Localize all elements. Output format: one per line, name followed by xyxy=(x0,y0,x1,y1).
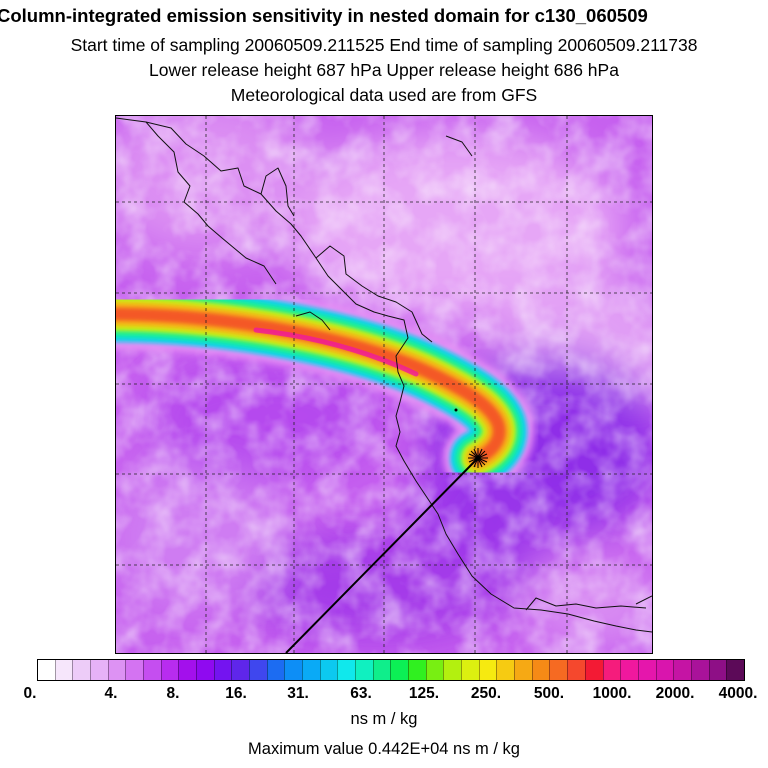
colorbar-tick-label: 31. xyxy=(287,685,309,702)
colorbar-swatch xyxy=(726,660,744,680)
colorbar-swatch xyxy=(302,660,320,680)
colorbar-swatch xyxy=(337,660,356,680)
colorbar-swatch xyxy=(584,660,603,680)
colorbar-swatch xyxy=(372,660,391,680)
flight-track-line xyxy=(285,457,479,653)
colorbar-swatch xyxy=(531,660,550,680)
plot-title: Column-integrated emission sensitivity i… xyxy=(0,5,648,26)
colorbar-swatch xyxy=(266,660,285,680)
release-point-marker xyxy=(468,448,488,468)
colorbar-swatch xyxy=(125,660,144,680)
colorbar-swatch xyxy=(196,660,214,680)
colorbar-swatch xyxy=(178,660,197,680)
colorbar-swatch xyxy=(143,660,161,680)
colorbar-swatch xyxy=(355,660,373,680)
colorbar-swatch xyxy=(602,660,621,680)
colorbar-tick-label: 500. xyxy=(533,685,565,702)
colorbar-tick-label: 8. xyxy=(166,685,180,702)
colorbar-swatch xyxy=(231,660,250,680)
colorbar-swatch xyxy=(90,660,108,680)
colorbar-swatch xyxy=(708,660,727,680)
colorbar xyxy=(37,659,745,681)
colorbar-swatch xyxy=(478,660,497,680)
colorbar-swatch xyxy=(249,660,267,680)
colorbar-swatch xyxy=(107,660,126,680)
colorbar-tick-label: 2000. xyxy=(655,685,695,702)
colorbar-tick-label: 16. xyxy=(225,685,247,702)
colorbar-tick-label: 63. xyxy=(350,685,372,702)
map-canvas xyxy=(116,116,652,653)
colorbar-swatch xyxy=(443,660,462,680)
colorbar-swatch xyxy=(160,660,179,680)
colorbar-tick-label: 4000. xyxy=(718,685,758,702)
colorbar-tick-label: 1000. xyxy=(592,685,632,702)
colorbar-swatch xyxy=(461,660,479,680)
sampling-time-line: Start time of sampling 20060509.211525 E… xyxy=(70,35,698,55)
colorbar-swatch xyxy=(72,660,91,680)
colorbar-swatch xyxy=(38,660,55,680)
colorbar-swatch xyxy=(637,660,656,680)
coastlines xyxy=(116,117,652,633)
colorbar-swatch xyxy=(496,660,515,680)
colorbar-swatch xyxy=(408,660,426,680)
colorbar-swatch xyxy=(54,660,73,680)
colorbar-tick-label: 4. xyxy=(104,685,118,702)
colorbar-swatch xyxy=(319,660,338,680)
meteorological-data-line: Meteorological data used are from GFS xyxy=(230,85,538,105)
colorbar-tick-label: 0. xyxy=(23,685,37,702)
secondary-point xyxy=(454,408,458,412)
colorbar-swatch xyxy=(284,660,303,680)
colorbar-swatch xyxy=(425,660,444,680)
maximum-value-label: Maximum value 0.442E+04 ns m / kg xyxy=(248,740,520,758)
colorbar-swatch xyxy=(514,660,532,680)
colorbar-swatch xyxy=(620,660,638,680)
colorbar-swatch xyxy=(655,660,674,680)
colorbar-swatch xyxy=(213,660,232,680)
colorbar-swatch xyxy=(549,660,568,680)
colorbar-tick-label: 250. xyxy=(470,685,502,702)
colorbar-unit: ns m / kg xyxy=(350,710,418,728)
release-height-line: Lower release height 687 hPa Upper relea… xyxy=(149,60,619,80)
colorbar-tick-labels: 0. 4. 8. 16. 31. 63. 125. 250. 500. 1000. 2000. 400… xyxy=(0,685,768,705)
colorbar-swatch xyxy=(673,660,691,680)
colorbar-swatch xyxy=(390,660,409,680)
colorbar-swatch xyxy=(690,660,709,680)
lat-lon-grid xyxy=(116,116,652,653)
colorbar-tick-label: 125. xyxy=(408,685,440,702)
colorbar-swatch xyxy=(567,660,585,680)
sensitivity-map xyxy=(115,115,653,654)
emission-plume xyxy=(116,279,535,493)
